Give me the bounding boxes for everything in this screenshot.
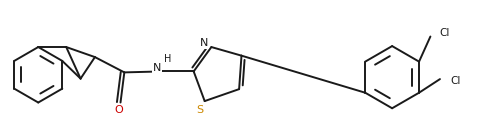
Text: N: N: [200, 38, 208, 48]
Text: Cl: Cl: [439, 28, 449, 38]
Text: S: S: [196, 105, 203, 115]
Text: Cl: Cl: [451, 75, 461, 86]
Text: H: H: [164, 54, 171, 64]
Text: N: N: [153, 63, 161, 73]
Text: O: O: [114, 105, 124, 115]
